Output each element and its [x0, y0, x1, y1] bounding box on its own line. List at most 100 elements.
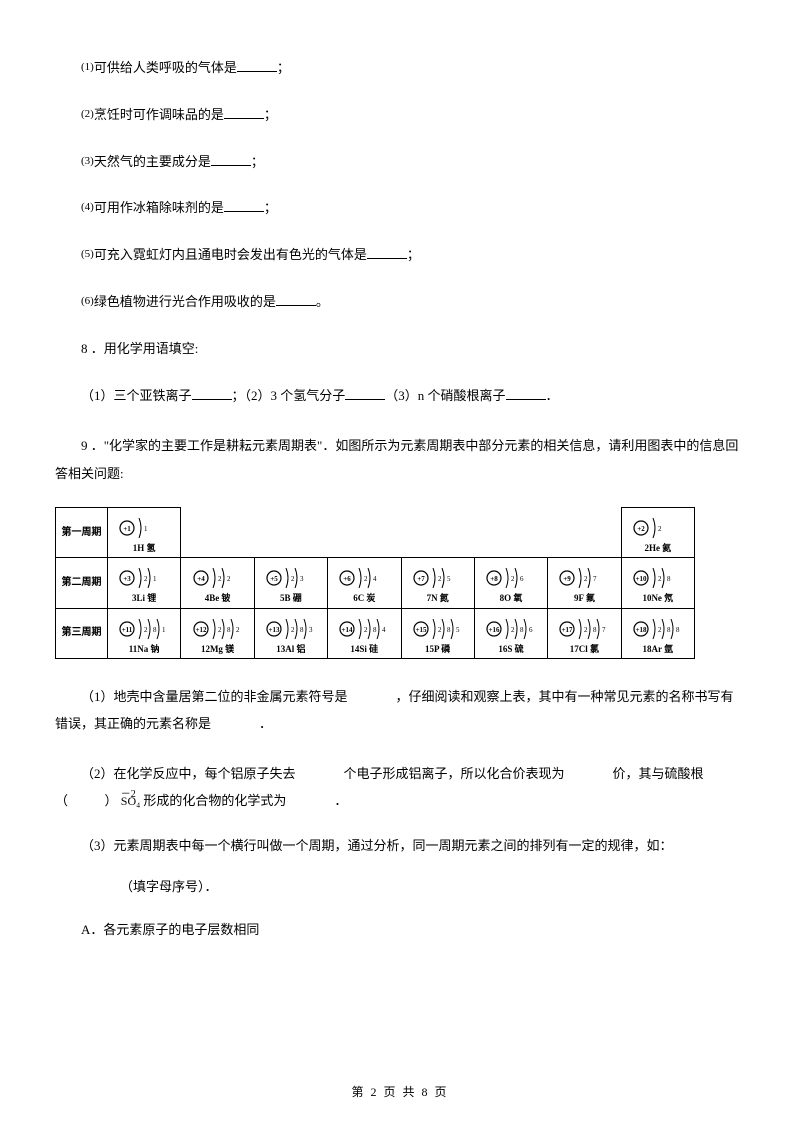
svg-text:5: 5: [456, 626, 460, 634]
svg-text:+1: +1: [123, 525, 131, 533]
q2-tail: ；: [264, 107, 277, 122]
svg-text:2: 2: [144, 626, 148, 634]
svg-text:8: 8: [373, 626, 377, 634]
svg-text:2: 2: [236, 626, 240, 634]
svg-text:3: 3: [300, 575, 304, 583]
elem-cell-H: +111H 氢: [108, 507, 181, 557]
empty-cell: [181, 507, 621, 557]
q2-num: (2): [81, 108, 94, 120]
periodic-table: 第一周期 +111H 氢 +222He 氦 第二周期 +3213Li 锂 +42…: [55, 507, 695, 659]
question-3: (3)天然气的主要成分是 ；: [55, 152, 745, 173]
svg-text:2: 2: [584, 626, 588, 634]
q5-num: (5): [81, 248, 94, 260]
svg-text:6: 6: [520, 575, 524, 583]
neg2-charge: －2: [121, 784, 136, 805]
q4-text: 可用作冰箱除味剂的是: [94, 200, 224, 215]
svg-text:+2: +2: [637, 525, 645, 533]
period-3-row: 第三周期 +1128111Na 钠 +1228212Mg 镁 +1328313A…: [56, 608, 695, 658]
q8-p1c: （3）n 个硝酸根离子: [385, 388, 505, 403]
q9-sub3a: （3）元素周期表中每一个横行叫做一个周期，通过分析，同一周期元素之间的排列有一定…: [55, 836, 745, 857]
elem-cell: +6246C 炭: [328, 558, 401, 608]
svg-text:8: 8: [153, 626, 157, 634]
svg-text:4: 4: [373, 575, 377, 583]
q9-sub1: （1）地壳中含量居第二位的非金属元素符号是，仔细阅读和观察上表，其中有一种常见元…: [29, 683, 745, 738]
q9-sub2c: 价，其与硫酸根: [613, 766, 704, 781]
q8-title: 8 ．用化学用语填空:: [55, 339, 745, 360]
svg-text:+9: +9: [564, 575, 572, 583]
paren-left: （: [55, 793, 68, 808]
elem-cell: +1828818Ar 氩: [621, 608, 694, 658]
svg-text:7: 7: [593, 575, 597, 583]
svg-text:+11: +11: [122, 626, 133, 634]
blank: [224, 198, 264, 212]
svg-text:+7: +7: [417, 575, 425, 583]
svg-text:2: 2: [438, 575, 442, 583]
q9-sub2a: （2）在化学反应中，每个铝原子失去: [81, 766, 296, 781]
elem-cell: +1528515P 磷: [401, 608, 474, 658]
svg-text:2: 2: [511, 575, 515, 583]
question-2: (2)烹饪时可作调味品的是 ；: [55, 105, 745, 126]
svg-text:8: 8: [667, 626, 671, 634]
svg-text:+14: +14: [342, 626, 353, 634]
q9-sub2e: ．: [334, 793, 347, 808]
svg-text:+15: +15: [415, 626, 426, 634]
svg-text:1: 1: [162, 626, 166, 634]
q1-text: 可供给人类呼吸的气体是: [94, 60, 237, 75]
question-4: (4)可用作冰箱除味剂的是；: [55, 198, 745, 219]
q9-sub3b: （填字母序号）．: [55, 877, 745, 898]
svg-text:8: 8: [227, 626, 231, 634]
so4-formula: －2 SO₄: [121, 794, 144, 808]
q8-p1d: ．: [546, 388, 559, 403]
elem-cell: +1328313Al 铝: [254, 608, 327, 658]
svg-text:2: 2: [218, 575, 222, 583]
svg-text:2: 2: [658, 575, 662, 583]
elem-cell: +1228212Mg 镁: [181, 608, 254, 658]
q3-tail: ；: [251, 154, 264, 169]
paren-right: ）: [105, 793, 118, 808]
elem-cell: +1428414Si 硅: [328, 608, 401, 658]
elem-cell: +1128111Na 钠: [108, 608, 181, 658]
svg-text:2: 2: [584, 575, 588, 583]
q3-text: 天然气的主要成分是: [94, 154, 211, 169]
q3-num: (3): [81, 155, 94, 167]
elem-cell: +5235B 硼: [254, 558, 327, 608]
svg-text:4: 4: [382, 626, 386, 634]
elem-cell-He: +222He 氦: [621, 507, 694, 557]
question-1: (1)可供给人类呼吸的气体是 ；: [55, 58, 745, 79]
svg-text:2: 2: [438, 626, 442, 634]
svg-text:+18: +18: [635, 626, 646, 634]
svg-text:6: 6: [529, 626, 533, 634]
q1-num: (1): [81, 61, 94, 73]
q9-intro: 9 ．"化学家的主要工作是耕耘元素周期表"．如图所示为元素周期表中部分元素的相关…: [29, 432, 745, 487]
svg-text:2: 2: [364, 626, 368, 634]
svg-text:8: 8: [593, 626, 597, 634]
blank: [276, 292, 316, 306]
q8-p1a: （1）三个亚铁离子: [81, 388, 192, 403]
svg-text:8: 8: [520, 626, 524, 634]
q6-num: (6): [81, 295, 94, 307]
q4-num: (4): [81, 201, 94, 213]
page-footer: 第 2 页 共 8 页: [0, 1083, 800, 1102]
svg-text:+3: +3: [123, 575, 131, 583]
elem-cell: +3213Li 锂: [108, 558, 181, 608]
svg-text:+17: +17: [562, 626, 573, 634]
q2-text: 烹饪时可作调味品的是: [94, 107, 224, 122]
elem-cell: +9279F 氟: [548, 558, 621, 608]
period-2-row: 第二周期 +3213Li 锂 +4224Be 铍 +5235B 硼 +6246C…: [56, 558, 695, 608]
svg-text:8: 8: [300, 626, 304, 634]
svg-text:+16: +16: [489, 626, 500, 634]
svg-text:8: 8: [667, 575, 671, 583]
q5-tail: ；: [407, 247, 420, 262]
svg-text:2: 2: [511, 626, 515, 634]
question-6: (6)绿色植物进行光合作用吸收的是。: [55, 292, 745, 313]
q1-tail: ；: [277, 60, 290, 75]
svg-text:5: 5: [447, 575, 451, 583]
elem-cell: +7257N 氮: [401, 558, 474, 608]
q9-sub2b: 个电子形成铝离子，所以化合价表现为: [344, 766, 565, 781]
svg-text:+6: +6: [344, 575, 352, 583]
question-5: (5)可充入霓虹灯内且通电时会发出有色光的气体是；: [55, 245, 745, 266]
svg-text:+13: +13: [268, 626, 279, 634]
q8-parts: （1）三个亚铁离子；（2）3 个氢气分子（3）n 个硝酸根离子．: [55, 386, 745, 407]
elem-cell: +4224Be 铍: [181, 558, 254, 608]
blank: [345, 386, 385, 400]
